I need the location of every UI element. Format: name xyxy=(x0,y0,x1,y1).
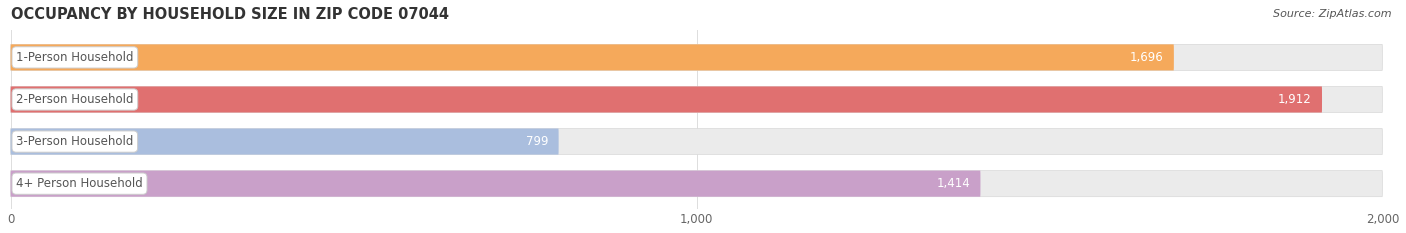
FancyBboxPatch shape xyxy=(11,44,1382,70)
FancyBboxPatch shape xyxy=(11,86,1382,113)
Text: 3-Person Household: 3-Person Household xyxy=(15,135,134,148)
Text: OCCUPANCY BY HOUSEHOLD SIZE IN ZIP CODE 07044: OCCUPANCY BY HOUSEHOLD SIZE IN ZIP CODE … xyxy=(11,7,449,22)
Text: 1-Person Household: 1-Person Household xyxy=(15,51,134,64)
Text: 2-Person Household: 2-Person Household xyxy=(15,93,134,106)
FancyBboxPatch shape xyxy=(11,86,1322,113)
Text: 4+ Person Household: 4+ Person Household xyxy=(15,177,143,190)
FancyBboxPatch shape xyxy=(11,171,1382,197)
FancyBboxPatch shape xyxy=(11,44,1174,70)
FancyBboxPatch shape xyxy=(11,171,980,197)
Text: 1,912: 1,912 xyxy=(1278,93,1312,106)
Text: 799: 799 xyxy=(526,135,548,148)
FancyBboxPatch shape xyxy=(11,129,1382,155)
Text: Source: ZipAtlas.com: Source: ZipAtlas.com xyxy=(1274,9,1392,19)
Text: 1,696: 1,696 xyxy=(1130,51,1164,64)
Text: 1,414: 1,414 xyxy=(936,177,970,190)
FancyBboxPatch shape xyxy=(11,129,558,155)
